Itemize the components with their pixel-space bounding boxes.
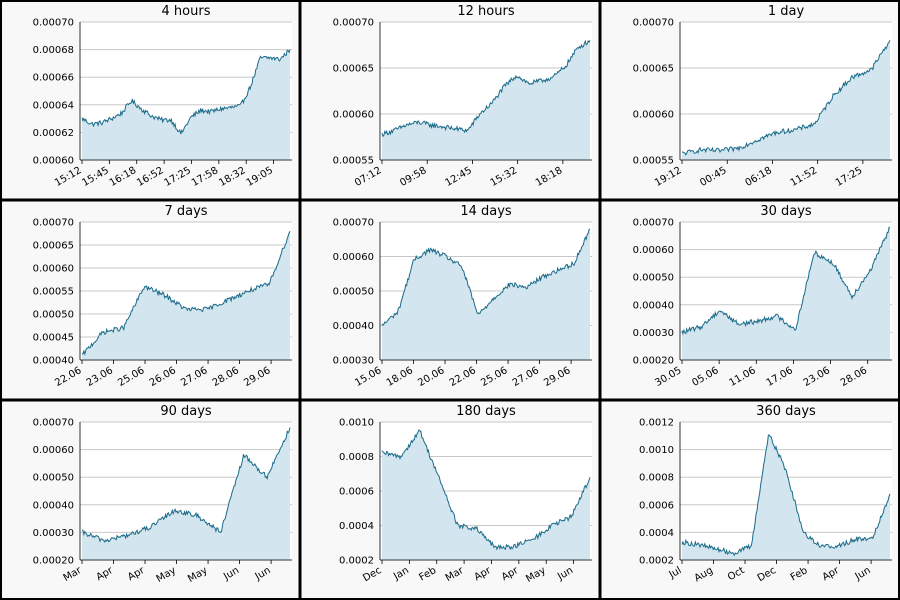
- y-tick-label: 0.00055: [633, 156, 674, 167]
- y-tick-label: 0.00040: [333, 321, 374, 332]
- y-tick-label: 0.00050: [33, 310, 74, 321]
- y-tick-label: 0.00060: [33, 264, 74, 275]
- y-tick-label: 0.00060: [33, 156, 74, 167]
- y-tick-label: 0.0008: [339, 452, 374, 463]
- chart-panel-1-day: 0.00055 0.00060 0.00065 0.00070 19:12 00:45 06…: [600, 0, 900, 200]
- y-tick-label: 0.0004: [639, 528, 674, 539]
- y-tick-label: 0.00055: [33, 287, 74, 298]
- y-tick-label: 0.00040: [633, 300, 674, 311]
- area-fill: [682, 435, 890, 560]
- chart-panel-7-days: 0.00040 0.00045 0.00050 0.00055 0.00060 0.000…: [0, 200, 300, 400]
- y-tick-label: 0.0010: [639, 445, 674, 456]
- chart-title: 14 days: [460, 204, 512, 219]
- chart-svg: 0.00020 0.00030 0.00040 0.00050 0.00060 0.000…: [0, 400, 300, 600]
- y-tick-label: 0.00065: [33, 241, 74, 252]
- panel-border: [600, 400, 900, 600]
- y-tick-label: 0.00070: [633, 18, 674, 29]
- price-line: [681, 226, 891, 336]
- chart-panel-180-days: 0.0002 0.0004 0.0006 0.0008 0.0010 Dec Jan Feb M…: [300, 400, 600, 600]
- price-line: [82, 427, 291, 544]
- price-line: [681, 40, 891, 156]
- chart-panel-4-hours: 0.00060 0.00062 0.00064 0.00066 0.00068 0.000…: [0, 0, 300, 200]
- y-tick-label: 0.00040: [33, 500, 74, 511]
- y-tick-label: 0.00065: [333, 64, 374, 75]
- area-fill: [82, 231, 290, 360]
- y-tick-label: 0.00070: [333, 18, 374, 29]
- y-tick-label: 0.00070: [33, 418, 74, 429]
- y-tick-label: 0.00060: [633, 110, 674, 121]
- y-tick-label: 0.00064: [33, 100, 74, 111]
- area-fill: [682, 40, 890, 160]
- chart-title: 12 hours: [457, 4, 514, 19]
- y-tick-label: 0.00045: [33, 333, 74, 344]
- chart-panel-30-days: 0.00020 0.00030 0.00040 0.00050 0.00060 0.000…: [600, 200, 900, 400]
- chart-title: 1 day: [768, 4, 805, 19]
- y-tick-label: 0.0006: [339, 487, 374, 498]
- y-tick-label: 0.00066: [33, 73, 74, 84]
- y-tick-label: 0.0012: [639, 418, 674, 429]
- chart-svg: 0.00060 0.00062 0.00064 0.00066 0.00068 0.000…: [0, 0, 300, 200]
- price-line: [381, 429, 591, 551]
- chart-title: 30 days: [760, 204, 812, 219]
- chart-panel-14-days: 0.00030 0.00040 0.00050 0.00060 0.00070 15.06…: [300, 200, 600, 400]
- y-tick-label: 0.00060: [633, 245, 674, 256]
- area-fill: [82, 49, 290, 160]
- chart-title: 180 days: [456, 404, 516, 419]
- y-tick-label: 0.00030: [33, 528, 74, 539]
- chart-title: 7 days: [164, 204, 207, 219]
- y-tick-label: 0.0006: [639, 500, 674, 511]
- area-fill: [382, 40, 590, 160]
- y-tick-label: 0.00060: [333, 252, 374, 263]
- price-line: [81, 230, 291, 357]
- area-fill: [682, 227, 890, 360]
- y-tick-label: 0.00050: [333, 287, 374, 298]
- y-tick-label: 0.00040: [33, 356, 74, 367]
- area-fill: [82, 427, 290, 560]
- y-tick-label: 0.0010: [339, 418, 374, 429]
- y-tick-label: 0.0002: [639, 556, 674, 567]
- y-tick-label: 0.00050: [33, 473, 74, 484]
- y-tick-label: 0.00030: [633, 328, 674, 339]
- y-tick-label: 0.00030: [333, 356, 374, 367]
- chart-svg: 0.00020 0.00030 0.00040 0.00050 0.00060 0.000…: [600, 200, 900, 400]
- y-tick-label: 0.00070: [33, 18, 74, 29]
- y-tick-label: 0.00070: [33, 218, 74, 229]
- chart-svg: 0.000300.000400.000500.000600.0007015.06…: [300, 200, 600, 400]
- price-line: [681, 434, 891, 557]
- y-tick-label: 0.00060: [333, 110, 374, 121]
- y-tick-label: 0.00020: [633, 356, 674, 367]
- y-tick-label: 0.00062: [33, 128, 74, 139]
- chart-title: 90 days: [160, 404, 212, 419]
- y-tick-label: 0.00070: [633, 218, 674, 229]
- chart-title: 360 days: [756, 404, 816, 419]
- y-tick-label: 0.00020: [33, 556, 74, 567]
- area-fill: [382, 228, 590, 360]
- area-fill: [382, 430, 590, 560]
- y-tick-label: 0.00065: [633, 64, 674, 75]
- y-tick-label: 0.00060: [33, 445, 74, 456]
- chart-svg: 0.00040 0.00045 0.00050 0.00055 0.00060 0.000…: [0, 200, 300, 400]
- y-tick-label: 0.00050: [633, 273, 674, 284]
- y-tick-label: 0.0002: [339, 556, 374, 567]
- price-line: [381, 39, 591, 138]
- y-tick-label: 0.0004: [339, 521, 374, 532]
- chart-panel-360-days: 0.0002 0.0004 0.0006 0.0008 0.0010 0.0012 Jul A…: [600, 400, 900, 600]
- y-tick-label: 0.0008: [639, 473, 674, 484]
- chart-title: 4 hours: [162, 4, 211, 19]
- y-tick-label: 0.00070: [333, 218, 374, 229]
- price-line: [81, 49, 291, 135]
- chart-panel-90-days: 0.00020 0.00030 0.00040 0.00050 0.00060 0.000…: [0, 400, 300, 600]
- price-line: [381, 228, 591, 326]
- y-tick-label: 0.00055: [333, 156, 374, 167]
- chart-panel-12-hours: 0.00055 0.00060 0.00065 0.00070 07:12 09:58 12…: [300, 0, 600, 200]
- y-tick-label: 0.00068: [33, 45, 74, 56]
